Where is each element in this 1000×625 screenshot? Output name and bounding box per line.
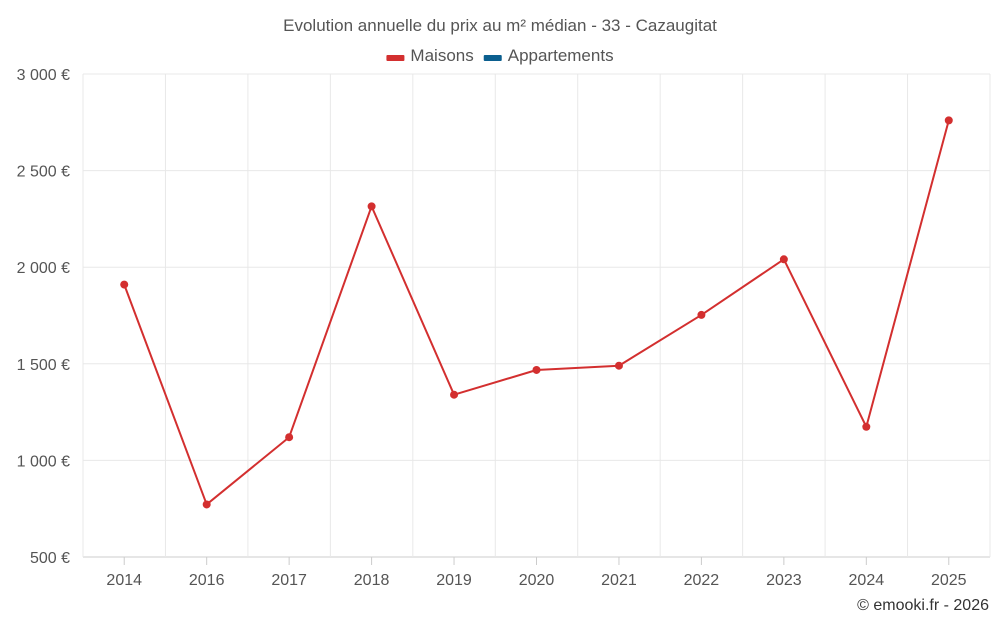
data-point[interactable] [367,202,376,211]
legend-item-maisons[interactable]: Maisons [386,46,474,65]
legend-label: Maisons [410,46,473,65]
data-point[interactable] [202,500,211,509]
data-point[interactable] [779,255,788,264]
x-tick-label: 2024 [849,572,885,589]
legend-item-appartements[interactable]: Appartements [483,46,614,65]
data-point[interactable] [697,310,706,319]
y-tick-label: 2 000 € [17,260,70,277]
x-tick-label: 2022 [684,572,720,589]
x-axis: 2014 2016 2017 2018 2019 2020 2021 2022 2023 2024… [106,557,967,589]
x-tick-label: 2014 [106,572,142,589]
data-point[interactable] [862,422,871,431]
data-point[interactable] [450,390,459,399]
plot-area [120,116,953,509]
data-point[interactable] [614,361,623,370]
y-tick-label: 3 000 € [17,67,70,84]
data-point[interactable] [120,280,129,289]
x-tick-label: 2021 [601,572,637,589]
y-tick-label: 500 € [30,550,70,567]
x-tick-label: 2016 [189,572,225,589]
chart-title: Evolution annuelle du prix au m² médian … [283,16,717,35]
y-tick-label: 2 500 € [17,164,70,181]
data-point[interactable] [285,433,294,442]
x-tick-label: 2025 [931,572,967,589]
legend-swatch [386,55,405,61]
y-tick-label: 1 000 € [17,453,70,470]
x-tick-label: 2017 [271,572,307,589]
legend-swatch [483,55,502,61]
legend-label: Appartements [508,46,614,65]
credit-text: © emooki.fr - 2026 [857,597,989,614]
y-tick-label: 1 500 € [17,357,70,374]
series-maisons [120,116,953,509]
x-tick-label: 2020 [519,572,555,589]
data-point[interactable] [944,116,953,125]
x-tick-label: 2018 [354,572,390,589]
x-tick-label: 2023 [766,572,802,589]
x-tick-label: 2019 [436,572,472,589]
legend: Maisons Appartements [386,46,614,65]
grid [82,73,991,558]
y-axis: 500 € 1 000 € 1 500 € 2 000 € 2 500 € 3 000 € [17,67,70,567]
data-point[interactable] [532,365,541,374]
